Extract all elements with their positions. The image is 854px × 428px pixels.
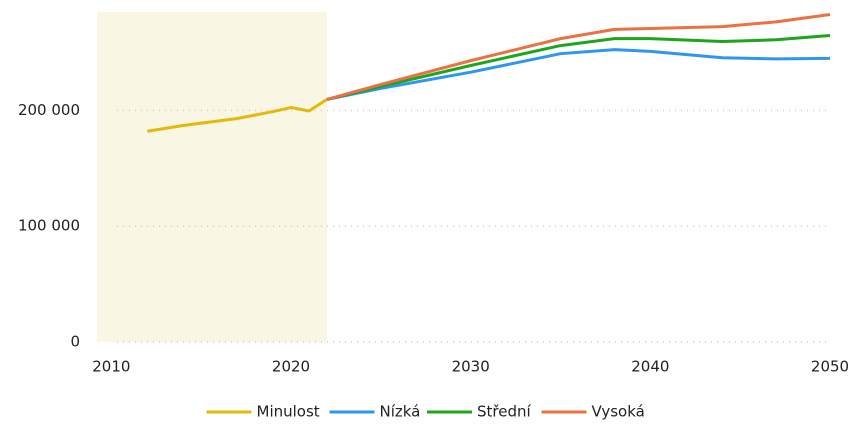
y-tick-label: 100 000 [18,217,80,235]
x-tick-label: 2020 [272,358,310,376]
series-line [147,98,328,133]
x-tick-label: 2010 [92,358,130,376]
series-line [326,48,831,101]
x-tick-label: 2050 [811,358,849,376]
legend-label: Střední [477,403,531,421]
legend-label: Minulost [257,403,320,421]
x-tick-label: 2030 [452,358,490,376]
y-tick-label: 200 000 [18,101,80,119]
series-line [326,34,831,101]
y-tick-label: 0 [70,333,80,351]
shaded-region [97,12,327,342]
legend-label: Nízká [380,403,421,421]
x-tick-label: 2040 [631,358,669,376]
legend-label: Vysoká [592,403,645,421]
series-line [326,13,831,101]
